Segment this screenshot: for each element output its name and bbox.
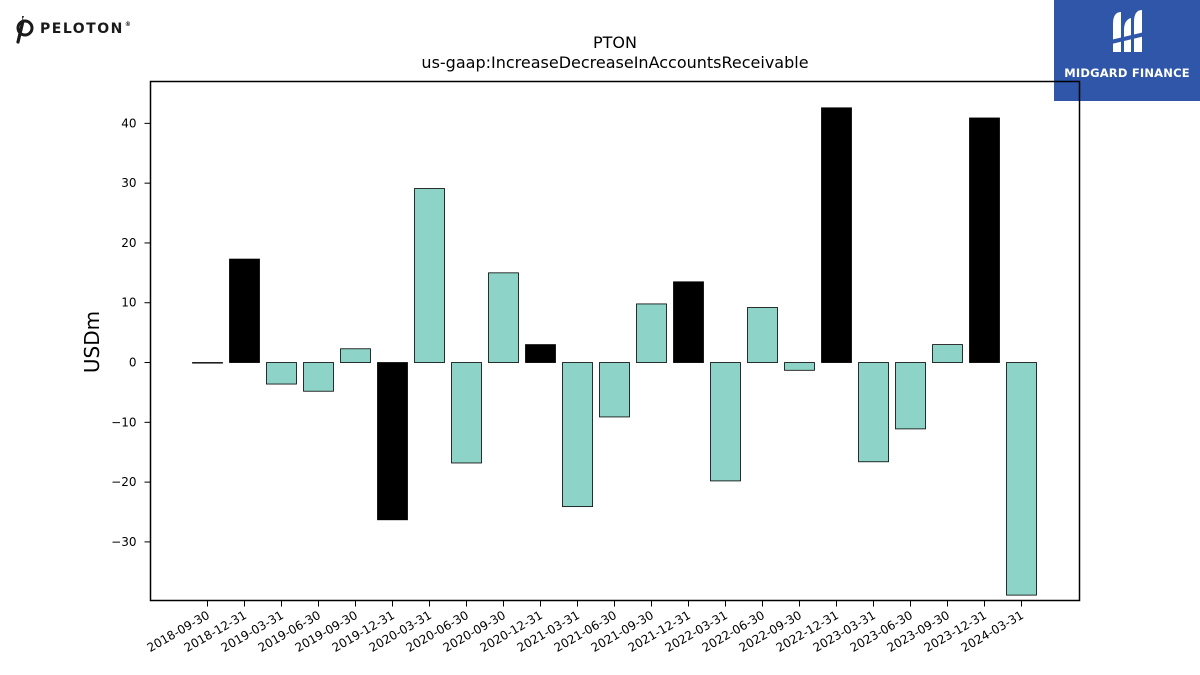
bar-2019-09-30 (340, 348, 371, 363)
bar-2019-06-30 (303, 362, 334, 392)
y-tick-label: 0 (129, 356, 137, 370)
bar-2021-09-30 (636, 303, 667, 363)
plot-frame (149, 80, 1081, 602)
bar-2023-09-30 (932, 344, 963, 363)
bar-2022-12-31 (821, 107, 852, 363)
bar-2021-06-30 (599, 362, 630, 418)
bars-group (192, 107, 1037, 596)
bar-2019-12-31 (377, 362, 408, 521)
y-tick-label: 40 (121, 116, 136, 130)
bar-2022-09-30 (784, 362, 815, 371)
y-tick-label: −10 (111, 415, 136, 429)
peloton-p-icon (16, 16, 34, 44)
chart-subtitle: us-gaap:IncreaseDecreaseInAccountsReceiv… (421, 53, 808, 72)
y-tick-label: 20 (121, 236, 136, 250)
bar-2023-06-30 (895, 362, 926, 430)
bar-2023-03-31 (858, 362, 889, 463)
bar-2019-03-31 (266, 362, 297, 385)
x-axis: 2018-09-302018-12-312019-03-312019-06-30… (145, 600, 1026, 655)
bar-2024-03-31 (1006, 362, 1037, 596)
bar-2020-09-30 (488, 272, 519, 363)
bar-2020-12-31 (525, 344, 556, 363)
midgard-wordmark: MIDGARD FINANCE (1064, 66, 1190, 80)
bar-2020-03-31 (414, 188, 445, 363)
midgard-emblem-icon (1110, 10, 1146, 52)
bar-2022-03-31 (710, 362, 741, 482)
bar-2021-12-31 (673, 281, 704, 363)
chart-title: PTON (593, 33, 637, 52)
peloton-wordmark: PELOTON® (40, 21, 133, 37)
peloton-logo: PELOTON® (14, 14, 132, 44)
y-axis: −30 −20 −10 0 10 20 30 40 (111, 116, 151, 549)
midgard-finance-logo: MIDGARD FINANCE (1054, 0, 1200, 101)
y-tick-label: 30 (121, 176, 136, 190)
bar-2023-12-31 (969, 117, 1000, 363)
bar-2018-09-30 (192, 362, 223, 364)
bar-2021-03-31 (562, 362, 593, 508)
y-axis-label: USDm (80, 311, 104, 373)
bar-2020-06-30 (451, 362, 482, 464)
y-tick-label: 10 (121, 296, 136, 310)
y-tick-label: −30 (111, 535, 136, 549)
bar-2022-06-30 (747, 307, 778, 363)
bar-2018-12-31 (229, 258, 260, 363)
y-tick-label: −20 (111, 475, 136, 489)
